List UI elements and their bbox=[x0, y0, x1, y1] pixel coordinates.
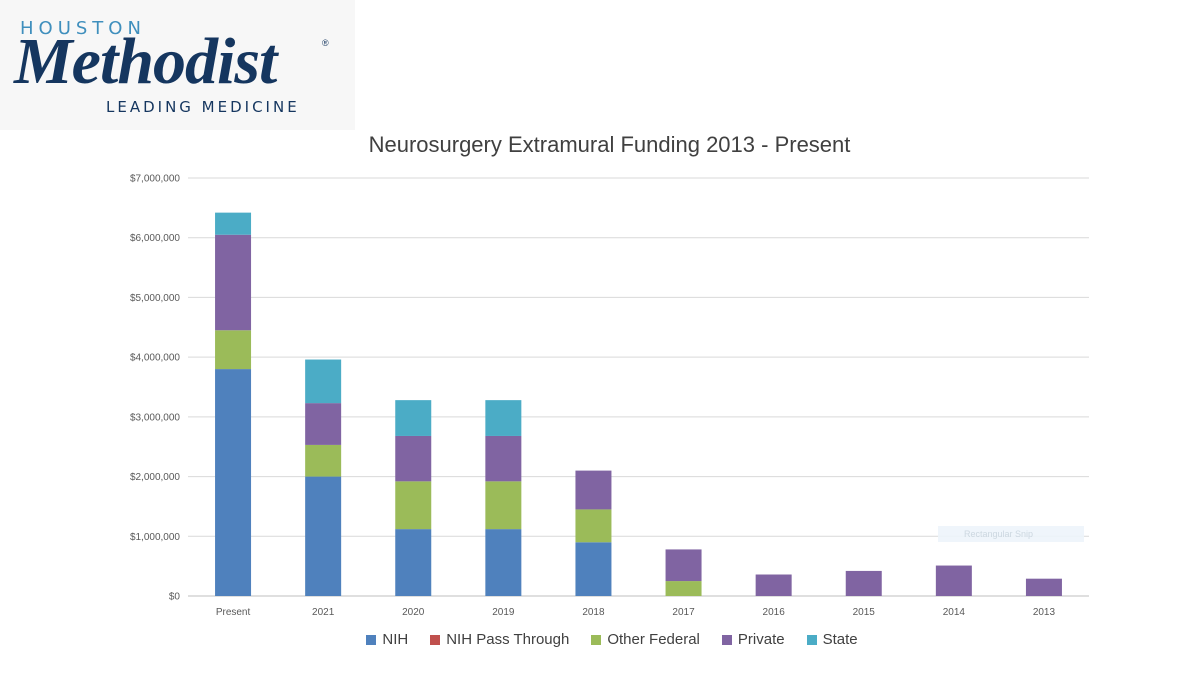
x-tick-label: 2015 bbox=[853, 607, 876, 618]
legend-label: State bbox=[822, 631, 858, 648]
logo-registered-mark: ® bbox=[322, 38, 329, 48]
bar-segment-private bbox=[1025, 578, 1062, 596]
y-tick-label: $3,000,000 bbox=[130, 412, 180, 423]
bar-segment-nih bbox=[395, 529, 432, 596]
bars bbox=[215, 212, 1062, 596]
x-tick-label: 2019 bbox=[492, 607, 515, 618]
bar-segment-state bbox=[305, 359, 342, 404]
legend-label: Private bbox=[737, 631, 785, 648]
y-tick-label: $1,000,000 bbox=[130, 532, 180, 543]
legend-item: Other Federal bbox=[591, 631, 700, 648]
y-tick-label: $2,000,000 bbox=[130, 472, 180, 483]
x-tick-label: 2016 bbox=[763, 607, 786, 618]
bar-segment-nih bbox=[305, 476, 342, 596]
bar-segment-private bbox=[665, 549, 702, 582]
logo: HOUSTON Methodist ® LEADING MEDICINE bbox=[0, 0, 355, 130]
y-axis-ticks: $0 $1,000,000 $2,000,000 $3,000,000 $4,000,0… bbox=[130, 174, 180, 603]
bar-segment-private bbox=[395, 435, 432, 482]
bar-segment-other-federal bbox=[485, 481, 522, 530]
bar-segment-other-federal bbox=[305, 444, 342, 477]
x-tick-label: 2020 bbox=[402, 607, 425, 618]
bar-segment-private bbox=[935, 565, 972, 596]
y-tick-label: $5,000,000 bbox=[130, 293, 180, 304]
bar-segment-other-federal bbox=[665, 581, 702, 596]
snip-tooltip-ghost: Rectangular Snip bbox=[938, 526, 1084, 542]
legend-swatch bbox=[721, 634, 732, 645]
legend-swatch bbox=[366, 634, 377, 645]
y-tick-label: $7,000,000 bbox=[130, 174, 180, 185]
x-tick-label: 2013 bbox=[1033, 607, 1056, 618]
bar-segment-other-federal bbox=[395, 481, 432, 530]
bar-segment-private bbox=[485, 435, 522, 482]
bar-segment-private bbox=[305, 403, 342, 445]
bar-segment-state bbox=[215, 212, 252, 235]
legend-swatch bbox=[591, 634, 602, 645]
legend: NIH NIH Pass Through Other Federal Private S… bbox=[0, 631, 1200, 648]
legend-item: NIH bbox=[366, 631, 408, 648]
bar-segment-other-federal bbox=[215, 330, 252, 370]
x-tick-label: Present bbox=[216, 607, 251, 618]
x-tick-label: 2021 bbox=[312, 607, 335, 618]
x-tick-label: 2014 bbox=[943, 607, 966, 618]
legend-label: Other Federal bbox=[607, 631, 700, 648]
bar-segment-state bbox=[395, 400, 432, 436]
logo-main-text: Methodist bbox=[14, 25, 277, 98]
bar-segment-other-federal bbox=[575, 509, 612, 543]
logo-tagline: LEADING MEDICINE bbox=[106, 98, 300, 116]
chart-title: Neurosurgery Extramural Funding 2013 - P… bbox=[368, 132, 851, 157]
y-tick-label: $4,000,000 bbox=[130, 353, 180, 364]
bar-segment-private bbox=[755, 574, 792, 596]
y-tick-label: $6,000,000 bbox=[130, 233, 180, 244]
logo-top-text: HOUSTON bbox=[20, 18, 146, 39]
legend-item: Private bbox=[721, 631, 785, 648]
bar-segment-private bbox=[845, 570, 882, 596]
x-axis-ticks: Present 2021 2020 2019 2018 2017 2016 2015 2014 2… bbox=[216, 607, 1056, 618]
legend-label: NIH Pass Through bbox=[446, 631, 570, 648]
legend-swatch bbox=[806, 634, 817, 645]
bar-segment-nih bbox=[575, 542, 612, 596]
bar-segment-private bbox=[575, 470, 612, 510]
x-tick-label: 2018 bbox=[582, 607, 605, 618]
x-tick-label: 2017 bbox=[672, 607, 695, 618]
legend-item: NIH Pass Through bbox=[430, 631, 569, 648]
bar-segment-private bbox=[215, 234, 252, 331]
bar-segment-nih bbox=[215, 369, 252, 596]
legend-item: State bbox=[806, 631, 858, 648]
y-tick-label: $0 bbox=[169, 592, 181, 603]
bar-segment-nih bbox=[485, 529, 522, 596]
bar-segment-state bbox=[485, 400, 522, 436]
legend-swatch bbox=[430, 634, 441, 645]
legend-label: NIH bbox=[382, 631, 409, 648]
